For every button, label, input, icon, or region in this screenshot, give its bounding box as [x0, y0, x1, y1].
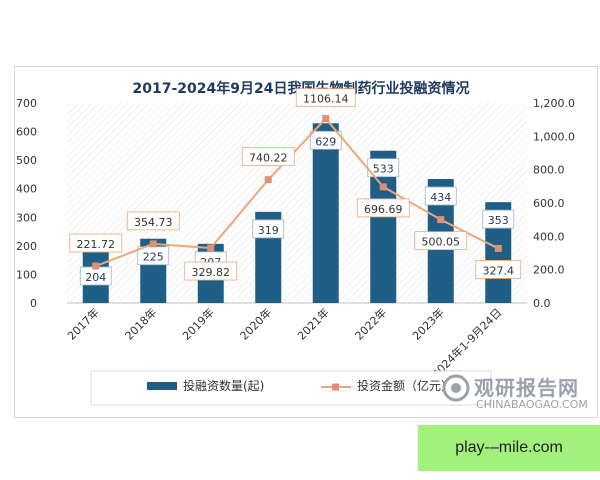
y-right-tick-label: 1,200.0: [533, 97, 575, 110]
line-value-label: 1106.14: [303, 93, 349, 106]
line-label-box: [69, 233, 123, 253]
link-banner[interactable]: play-–mile.com: [418, 425, 600, 471]
line-point: [264, 176, 272, 184]
x-tick-label: 2019年: [179, 305, 216, 342]
bar-value-label: 533: [373, 163, 394, 176]
line-value-label: 740.22: [249, 152, 288, 165]
line-label-box: [295, 88, 356, 108]
link-banner-text[interactable]: play-–mile.com: [455, 439, 563, 456]
line-label-box: [414, 231, 468, 251]
bar-label-box: [252, 219, 285, 239]
line-value-label: 696.69: [364, 203, 403, 216]
y-left-tick-label: 300: [16, 211, 37, 224]
x-tick-label: 2020年: [237, 305, 274, 342]
line-value-label: 327.4: [483, 264, 515, 277]
line-point: [322, 115, 330, 123]
x-tick-label: 2022年: [352, 305, 389, 342]
legend-line-label: 投资金额（亿元）: [357, 378, 453, 393]
bar-label-box: [424, 186, 457, 206]
chart-frame: 2017-2024年9月24日我国生物制药行业投融资情况 01002003004…: [14, 66, 598, 418]
x-tick-label: 2017年: [64, 305, 101, 342]
bar: [312, 123, 339, 304]
bar-label-box: [309, 130, 342, 150]
legend-line-marker: [332, 383, 339, 391]
plot-area: 0 100 200 300 400 500 600 700 0.0 200.0 400.0 600.0…: [16, 88, 575, 406]
line-label-box: [475, 260, 522, 279]
line-point: [149, 240, 157, 248]
legend-bar-swatch: [147, 382, 177, 390]
y-left-tick-label: 700: [16, 97, 37, 110]
bar-value-label: 319: [258, 224, 279, 237]
watermark-logo-icon: [442, 374, 470, 402]
line-label-box: [184, 261, 238, 281]
line-point: [207, 244, 215, 252]
y-left-tick-label: 0: [30, 297, 37, 310]
line-point: [494, 244, 502, 252]
line-value-label: 329.82: [192, 266, 231, 279]
line-value-label: 354.73: [134, 216, 173, 229]
bar-value-label: 434: [430, 191, 451, 204]
line-label-box: [241, 147, 295, 167]
watermark-title: 观研报告网: [474, 376, 579, 400]
bar-value-label: 204: [85, 271, 106, 284]
y-left-tick-label: 100: [16, 268, 37, 281]
watermark: 观研报告网 CHINABAOGAO.COM: [440, 372, 590, 416]
line-series: [95, 117, 499, 267]
line-label-box: [126, 211, 180, 231]
line-value-label: 221.72: [77, 238, 116, 251]
y-right-tick-label: 600.0: [533, 197, 565, 210]
x-tick-label: 2018年: [122, 305, 159, 342]
bar-value-label: 225: [143, 251, 164, 264]
bar-label-box: [482, 209, 515, 229]
legend-bar-label: 投融资数量(起): [183, 378, 264, 393]
line-value-label: 500.05: [422, 236, 461, 249]
bar-value-label: 629: [315, 135, 336, 148]
y-right-tick-label: 1,000.0: [533, 130, 575, 143]
line-point: [379, 183, 387, 191]
x-tick-label: 2023年: [409, 305, 446, 342]
bar-value-label: 353: [488, 214, 509, 227]
y-left-tick-label: 400: [16, 183, 37, 196]
plot-background: [67, 103, 527, 303]
chart-svg: 2017-2024年9月24日我国生物制药行业投融资情况 01002003004…: [16, 80, 575, 406]
y-right-tick-label: 200.0: [533, 264, 565, 277]
x-tick-label: 2021年: [294, 305, 331, 342]
line-label-box: [356, 198, 410, 218]
y-left-tick-label: 500: [16, 154, 37, 167]
watermark-domain: CHINABAOGAO.COM: [476, 398, 588, 411]
y-right-tick-label: 800.0: [533, 164, 565, 177]
y-left-tick-label: 600: [16, 126, 37, 139]
line-point: [92, 262, 100, 270]
line-point: [437, 216, 445, 224]
y-left-tick-label: 200: [16, 240, 37, 253]
y-right-tick-label: 0.0: [533, 297, 551, 310]
y-right-tick-label: 400.0: [533, 230, 565, 243]
